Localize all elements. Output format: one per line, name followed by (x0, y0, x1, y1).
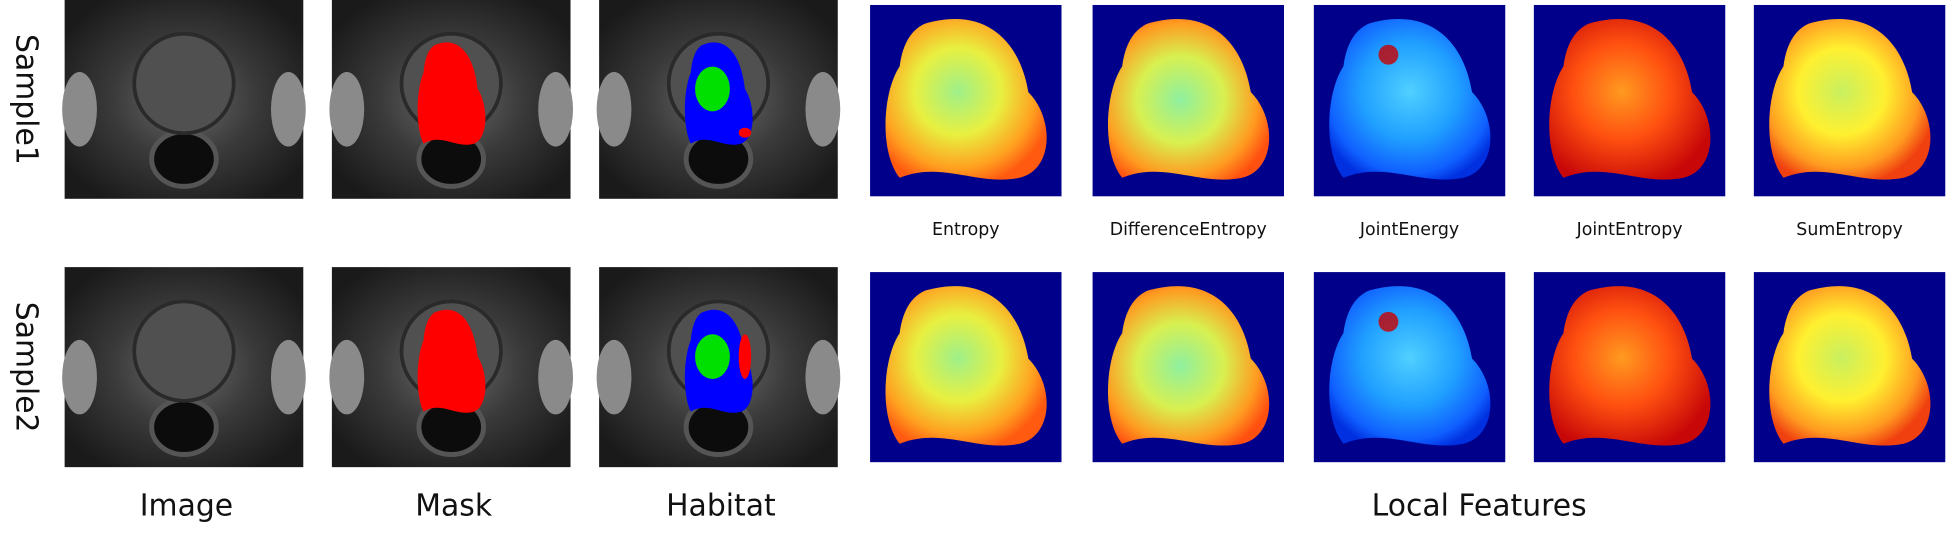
anatomy-left (329, 72, 365, 147)
anatomy-right (538, 339, 574, 415)
habitat-green (695, 334, 730, 379)
mri-panel (62, 267, 306, 468)
row-label: Sample1 (8, 34, 43, 165)
feature-label: JointEntropy (1576, 220, 1683, 240)
column-label: Habitat (666, 488, 776, 523)
feature-label: JointEnergy (1359, 220, 1459, 240)
anatomy-right (805, 72, 841, 147)
gland (132, 31, 236, 136)
anatomy-left (596, 339, 632, 415)
feature-map-region (1329, 286, 1491, 446)
anatomy-left (62, 72, 97, 147)
anatomy-right (270, 339, 306, 415)
feature-map-region (1329, 19, 1491, 180)
feature-label: SumEntropy (1796, 220, 1903, 240)
group-label: Local Features (1372, 488, 1587, 523)
mask-region (417, 42, 486, 145)
habitat-red (738, 127, 752, 138)
mri-panel (596, 267, 841, 468)
row-label: Sample2 (8, 302, 43, 433)
column-label: Mask (415, 488, 493, 523)
mri-panel (329, 0, 574, 199)
anatomy-right (538, 72, 574, 147)
rectum (149, 129, 219, 189)
mri-panel (62, 0, 306, 199)
hotspot (1378, 311, 1399, 332)
mask-region (417, 309, 486, 413)
anatomy-left (596, 72, 632, 147)
feature-label: Entropy (932, 220, 1000, 240)
hotspot (1378, 44, 1399, 65)
anatomy-right (805, 339, 841, 415)
anatomy-left (329, 339, 365, 415)
habitat-red (738, 334, 752, 379)
feature-map-region (1107, 19, 1270, 180)
gland (132, 299, 236, 403)
feature-map-region (1107, 286, 1270, 446)
feature-map-region (1549, 286, 1711, 446)
rectum (149, 397, 219, 457)
feature-map-region (885, 19, 1047, 180)
habitat-green (695, 66, 730, 112)
mri-panel (329, 267, 574, 468)
feature-label: DifferenceEntropy (1110, 220, 1267, 240)
feature-map-region (1769, 19, 1931, 180)
feature-map-region (885, 286, 1047, 446)
anatomy-left (62, 339, 97, 415)
anatomy-right (270, 72, 306, 147)
feature-map-region (1549, 19, 1711, 180)
feature-map-region (1769, 286, 1931, 446)
mri-panel (596, 0, 841, 199)
column-label: Image (140, 488, 233, 523)
